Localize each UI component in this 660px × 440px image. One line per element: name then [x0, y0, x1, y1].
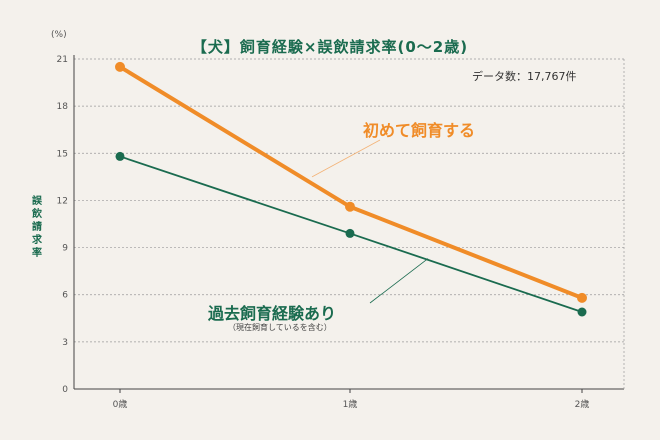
series-label-first-time: 初めて飼育する	[363, 121, 476, 140]
series-line-first-time	[118, 65, 583, 300]
y-tick-label: 15	[57, 149, 68, 159]
data-count: データ数：17,767件	[472, 70, 577, 83]
data-point-first-time	[345, 201, 355, 212]
data-point-experienced	[115, 151, 125, 161]
y-unit-label: (%)	[51, 30, 67, 40]
chart-title: 【犬】飼育経験×誤飲請求率(0～2歳)	[191, 38, 469, 56]
y-tick-label: 18	[57, 102, 69, 112]
data-point-experienced	[577, 307, 587, 317]
y-tick-label: 3	[62, 338, 68, 348]
data-point-first-time	[577, 292, 587, 303]
grid-lines	[73, 55, 625, 390]
y-tick-label: 6	[62, 291, 68, 301]
label-leader-lines	[311, 139, 429, 304]
leader-line-first-time	[311, 139, 381, 178]
y-tick-label: 0	[62, 385, 68, 395]
leader-line-experienced	[369, 258, 429, 304]
x-tick-label: 0歳	[113, 398, 128, 410]
data-point-first-time	[115, 61, 125, 72]
data-point-experienced	[345, 228, 355, 238]
y-tick-label: 21	[57, 55, 68, 65]
series-sublabel-experienced: （現在飼育しているを含む）	[228, 323, 332, 332]
series-label-experienced: 過去飼育経験あり	[208, 304, 337, 323]
y-tick-label: 9	[62, 244, 68, 254]
y-axis-label: 誤飲請求率	[32, 196, 42, 259]
y-tick-labels: 0 3 6 9 12 15 18 21	[57, 55, 69, 395]
y-tick-label: 12	[57, 196, 68, 206]
x-tick-labels: 0歳 1歳 2歳	[113, 389, 590, 410]
x-tick-label: 2歳	[575, 398, 590, 410]
x-tick-label: 1歳	[343, 398, 358, 410]
series-lines	[115, 61, 587, 317]
